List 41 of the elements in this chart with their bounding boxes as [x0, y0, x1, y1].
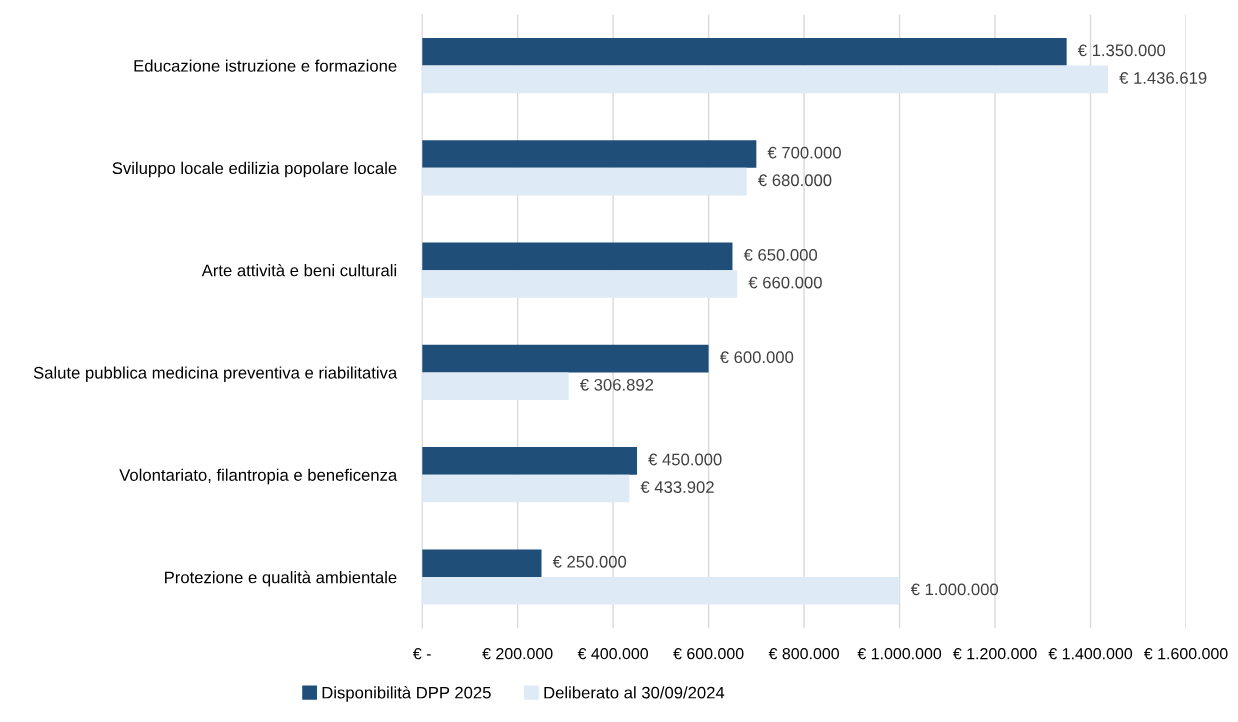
data-label: € 450.000	[648, 453, 722, 466]
bar	[422, 37, 1067, 66]
data-label: € 600.000	[719, 351, 794, 364]
y-tick-label: Arte attività e beni culturali	[201, 263, 397, 277]
bar	[422, 270, 738, 298]
y-tick-label: Sviluppo locale edilizia popolare locale	[112, 161, 397, 178]
data-label: € 660.000	[748, 276, 822, 289]
legend-label: Disponibilità DPP 2025	[322, 686, 491, 702]
x-tick-label: € 1.600.000	[1143, 648, 1228, 660]
x-tick-label: € 800.000	[768, 648, 839, 660]
bar	[422, 577, 900, 605]
data-label: € 306.892	[579, 378, 654, 391]
data-label: € 1.436.619	[1119, 72, 1207, 84]
x-tick-label: € 1.000.000	[857, 648, 942, 660]
bar	[422, 167, 747, 196]
bar	[422, 447, 637, 475]
y-tick-label: Protezione e qualità ambientale	[165, 570, 397, 587]
bar	[422, 242, 733, 271]
bar	[422, 372, 569, 401]
x-tick-label: € 200.000	[482, 648, 553, 660]
x-tick-label: € 600.000	[673, 648, 744, 660]
x-tick-label: € 1.400.000	[1048, 648, 1133, 660]
data-label: € 1.350.000	[1077, 44, 1166, 57]
y-tick-label: Educazione istruzione e formazione	[134, 59, 397, 72]
bar	[422, 474, 630, 503]
data-label: € 433.902	[640, 481, 714, 493]
data-label: € 700.000	[767, 146, 841, 159]
y-tick-label: Salute pubblica medicina preventiva e riabilitativa	[33, 366, 398, 382]
bar	[422, 344, 709, 373]
x-tick-label: € 1.200.000	[952, 648, 1037, 660]
x-tick-label: € -	[412, 648, 431, 660]
bar	[422, 549, 542, 577]
x-tick-label: € 400.000	[577, 648, 649, 660]
bar	[422, 65, 1109, 94]
legend-label: Deliberato al 30/09/2024	[544, 686, 725, 699]
bar	[422, 140, 757, 168]
data-label: € 680.000	[758, 174, 832, 187]
data-label: € 250.000	[552, 555, 627, 568]
y-tick-label: Volontariato, filantropia e beneficenza	[119, 468, 398, 485]
data-label: € 650.000	[743, 249, 818, 261]
data-label: € 1.000.000	[910, 583, 999, 596]
